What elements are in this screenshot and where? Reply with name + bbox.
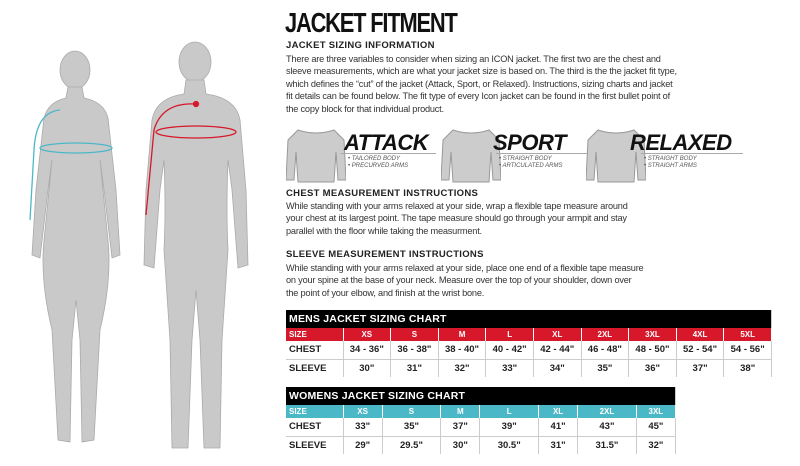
table-cell: 30.5" [479, 436, 539, 454]
table-cell: L [485, 328, 534, 341]
table-row-sleeve: SLEEVE 29" 29.5" 30" 30.5" 31" 31.5" 32" [286, 436, 677, 454]
table-cell: SIZE [286, 328, 344, 341]
fit-bullet: • STRAIGHT BODY [644, 156, 697, 162]
table-cell: SLEEVE [286, 359, 344, 377]
table-cell: 46 - 48" [581, 341, 630, 360]
table-cell: 31.5" [577, 436, 637, 454]
chart-title: MENS JACKET SIZING CHART [286, 310, 772, 328]
table-cell: XS [343, 405, 383, 418]
table-cell: 32" [438, 359, 487, 377]
table-cell: 33" [485, 359, 534, 377]
table-cell: 5XL [723, 328, 772, 341]
mens-sizing-chart: MENS JACKET SIZING CHART SIZE XS S M L XL 2XL 3X… [286, 310, 772, 377]
fit-bullet: • STRAIGHT ARMS [644, 163, 697, 169]
table-cell: 52 - 54" [676, 341, 725, 360]
fit-types: ATTACK • TAILORED BODY • PRECURVED ARMS S… [286, 126, 746, 186]
table-cell: XS [343, 328, 392, 341]
jacket-icon [586, 129, 646, 183]
table-cell: 39" [479, 418, 539, 437]
table-cell: 3XL [628, 328, 677, 341]
fit-name: RELAXED [630, 130, 732, 155]
table-cell: 33" [343, 418, 383, 437]
fit-bullet: • TAILORED BODY [348, 156, 400, 162]
womens-sizing-chart: WOMENS JACKET SIZING CHART SIZE XS S M L XL 2XL… [286, 387, 677, 454]
table-cell: XL [533, 328, 582, 341]
sizing-info-heading: JACKET SIZING INFORMATION [286, 40, 435, 51]
table-cell: 36 - 38" [390, 341, 439, 360]
table-cell: 35" [382, 418, 442, 437]
table-cell: SLEEVE [286, 436, 344, 454]
table-cell: XL [538, 405, 579, 418]
table-cell: M [440, 405, 481, 418]
table-cell: 35" [581, 359, 630, 377]
man-figure [143, 41, 249, 449]
woman-measure-lines [29, 109, 113, 221]
chest-text: While standing with your arms relaxed at… [286, 201, 628, 236]
jacket-icon [286, 129, 346, 183]
fit-bullet: • STRAIGHT BODY [499, 156, 552, 162]
table-row-sizes: SIZE XS S M L XL 2XL 3XL 4XL 5XL [286, 328, 772, 341]
table-cell: 2XL [577, 405, 637, 418]
table-cell: 31" [390, 359, 439, 377]
table-cell: S [390, 328, 439, 341]
table-row-sizes: SIZE XS S M L XL 2XL 3XL [286, 405, 677, 418]
table-cell: 29.5" [382, 436, 442, 454]
body-figures-illustration [29, 41, 249, 449]
table-cell: 29" [343, 436, 383, 454]
chest-heading: CHEST MEASUREMENT INSTRUCTIONS [286, 188, 479, 199]
table-cell: 37" [440, 418, 481, 437]
table-cell: 42 - 44" [533, 341, 582, 360]
fit-name: SPORT [493, 130, 566, 155]
table-row-chest: CHEST 33" 35" 37" 39" 41" 43" 45" [286, 418, 677, 437]
chart-title: WOMENS JACKET SIZING CHART [286, 387, 676, 405]
table-cell: 48 - 50" [628, 341, 677, 360]
sleeve-text: While standing with your arms relaxed at… [286, 263, 644, 298]
fit-bullet: • ARTICULATED ARMS [499, 163, 563, 169]
table-cell: 30" [343, 359, 392, 377]
table-cell: 45" [636, 418, 677, 437]
fit-name: ATTACK [344, 130, 429, 155]
table-cell: L [479, 405, 539, 418]
table-cell: 2XL [581, 328, 630, 341]
table-cell: 34 - 36" [343, 341, 392, 360]
fit-attack: ATTACK • TAILORED BODY • PRECURVED ARMS [286, 126, 436, 186]
table-cell: 43" [577, 418, 637, 437]
table-cell: 32" [636, 436, 677, 454]
table-cell: 37" [676, 359, 725, 377]
table-cell: 34" [533, 359, 582, 377]
table-cell: 31" [538, 436, 579, 454]
table-row-sleeve: SLEEVE 30" 31" 32" 33" 34" 35" 36" 37" 38" [286, 359, 772, 377]
table-cell: 3XL [636, 405, 677, 418]
table-cell: 38" [723, 359, 772, 377]
jacket-icon [441, 129, 501, 183]
table-cell: 30" [440, 436, 481, 454]
table-cell: 40 - 42" [485, 341, 534, 360]
table-cell: M [438, 328, 487, 341]
table-cell: CHEST [286, 341, 344, 360]
man-measure-lines [145, 100, 237, 216]
table-cell: CHEST [286, 418, 344, 437]
fit-relaxed: RELAXED • STRAIGHT BODY • STRAIGHT ARMS [586, 126, 746, 186]
table-cell: S [382, 405, 442, 418]
table-cell: 41" [538, 418, 579, 437]
sizing-info-text: There are three variables to consider wh… [286, 54, 677, 114]
table-cell: 54 - 56" [723, 341, 772, 360]
table-row-chest: CHEST 34 - 36" 36 - 38" 38 - 40" 40 - 42" 42 … [286, 341, 772, 360]
sleeve-heading: SLEEVE MEASUREMENT INSTRUCTIONS [286, 249, 484, 260]
page-title: JACKET FITMENT [285, 7, 458, 38]
table-cell: SIZE [286, 405, 344, 418]
woman-figure [31, 50, 121, 443]
table-cell: 38 - 40" [438, 341, 487, 360]
fit-bullet: • PRECURVED ARMS [348, 163, 409, 169]
table-cell: 36" [628, 359, 677, 377]
fit-sport: SPORT • STRAIGHT BODY • ARTICULATED ARMS [441, 126, 591, 186]
table-cell: 4XL [676, 328, 725, 341]
